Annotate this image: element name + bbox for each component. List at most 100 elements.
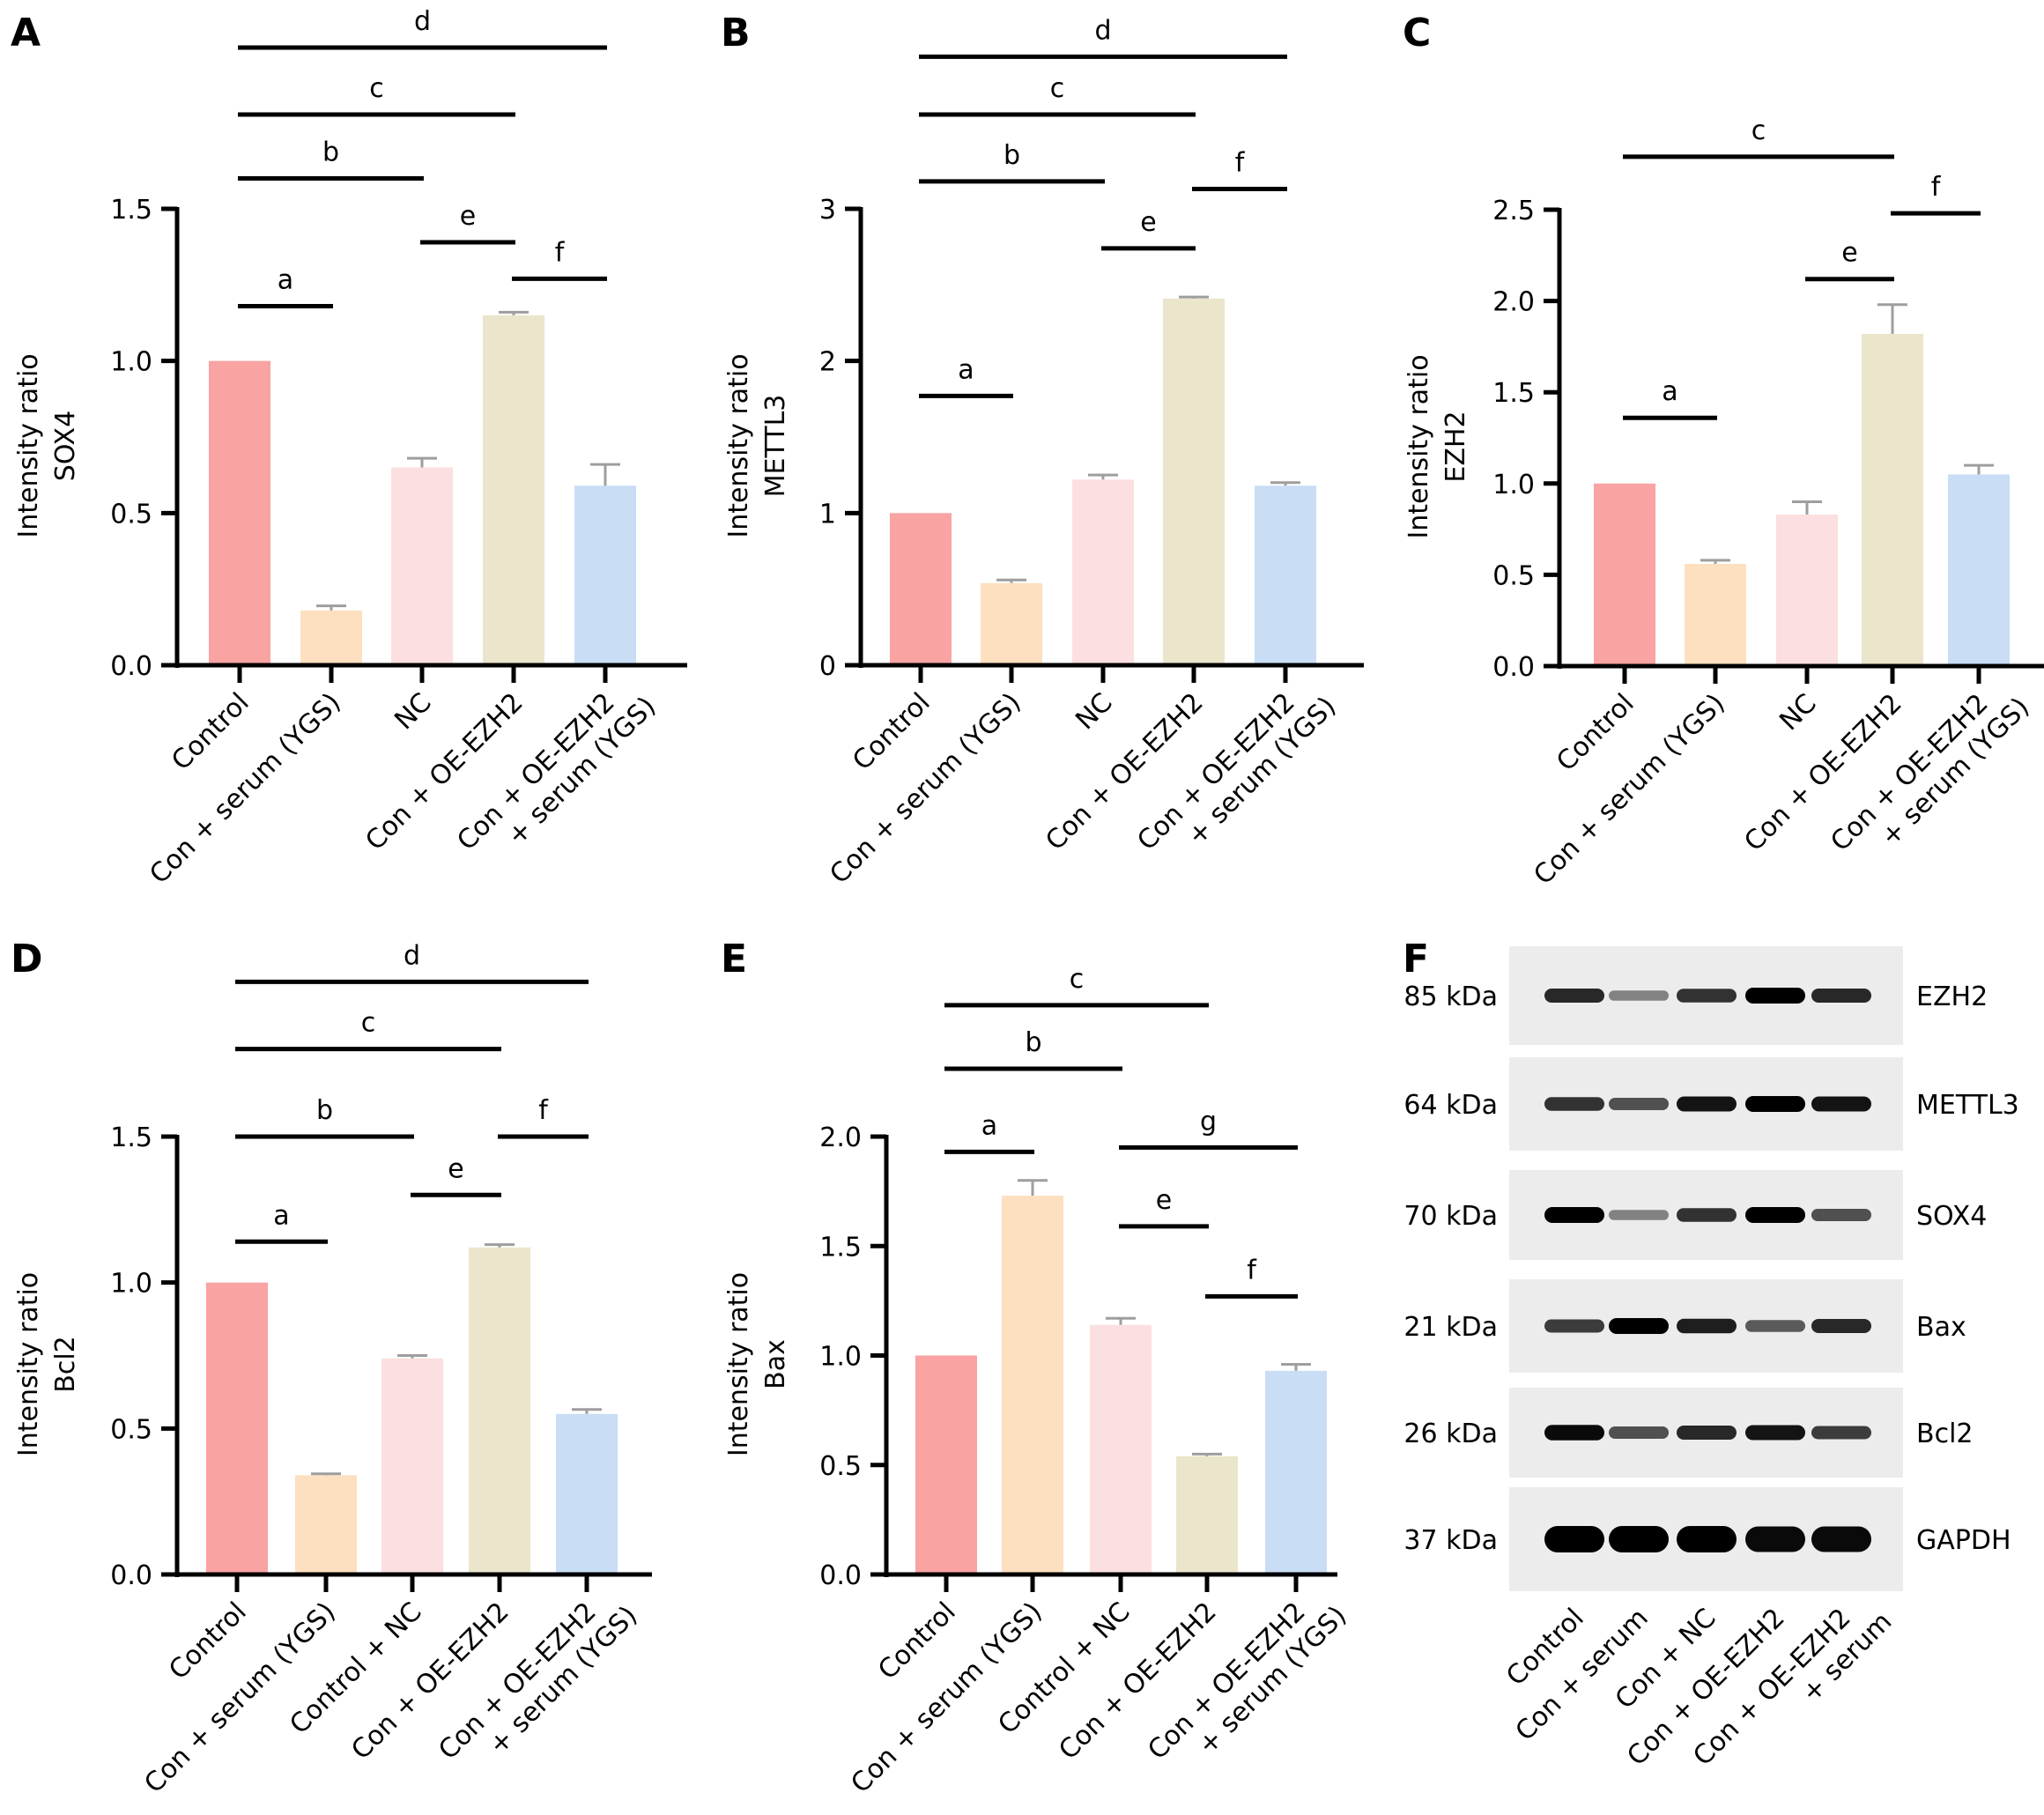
- x-tick-label-line: Control: [872, 1596, 961, 1685]
- significance-letter: f: [1931, 172, 1942, 203]
- x-tick-label-line: NC: [1070, 687, 1118, 736]
- molecular-weight-label: 70 kDa: [1403, 1201, 1498, 1232]
- blot-band: [1609, 990, 1669, 1001]
- protein-label: EZH2: [1916, 982, 1988, 1012]
- significance-letter: c: [1050, 73, 1065, 104]
- x-tick-label: Control: [166, 687, 255, 776]
- y-tick-label: 0.5: [1492, 560, 1535, 591]
- blot-band: [1811, 989, 1871, 1003]
- x-tick-label-line: NC: [389, 687, 437, 736]
- y-tick-label: 2: [819, 347, 836, 378]
- blot-band: [1745, 1207, 1805, 1223]
- x-tick-label: Con + OE-EZH2+ serum (YGS): [1142, 1578, 1352, 1789]
- bar: [469, 1247, 530, 1574]
- y-tick-label: 0: [819, 651, 836, 682]
- bar: [381, 1358, 443, 1574]
- bar: [1948, 474, 2010, 666]
- significance-letter: e: [460, 201, 476, 232]
- y-axis-title: Intensity ratio: [723, 353, 754, 537]
- x-tick-label-line: NC: [1774, 688, 1822, 737]
- significance-letter: d: [404, 940, 420, 971]
- significance-letter: e: [1841, 238, 1857, 269]
- x-tick-label-line: Control: [163, 1596, 252, 1685]
- blot-band: [1745, 1320, 1805, 1332]
- blot-band: [1544, 1425, 1604, 1441]
- significance-letter: g: [1200, 1106, 1217, 1137]
- blot-band: [1544, 1319, 1604, 1333]
- protein-label: METTL3: [1916, 1090, 2019, 1121]
- panel-letter: C: [1403, 11, 1431, 56]
- significance-letter: a: [278, 265, 293, 296]
- blot-band: [1677, 1096, 1737, 1112]
- y-tick-label: 0.0: [110, 651, 152, 682]
- blot-band: [1677, 1208, 1737, 1222]
- panel-letter: B: [721, 11, 751, 56]
- x-tick-label: Control: [1551, 688, 1640, 777]
- significance-letter: f: [1235, 148, 1246, 179]
- protein-label: Bcl2: [1916, 1419, 1974, 1449]
- significance-letter: b: [322, 137, 339, 167]
- y-tick-label: 0.0: [110, 1560, 152, 1591]
- y-axis-title: Intensity ratio: [1403, 354, 1434, 538]
- bar: [295, 1475, 357, 1574]
- bar: [981, 582, 1042, 665]
- panel-e: E 0.0 0.5 1.0 1.5 2.0 Intensity ratio Bax Contro…: [721, 937, 1352, 1799]
- blot-band: [1811, 1526, 1871, 1552]
- molecular-weight-label: 26 kDa: [1403, 1419, 1498, 1449]
- y-tick-label: 0.5: [110, 499, 152, 530]
- bar: [209, 360, 270, 665]
- y-axis-title: SOX4: [50, 411, 81, 481]
- panel-f: F85 kDa EZH2 64 kDa METTL3 70 kDa SOX4 21 kDa B…: [1403, 937, 2019, 1772]
- x-tick-label: Con + OE-EZH2+ serum (YGS): [1131, 669, 1342, 879]
- x-tick-label: Con + OE-EZH2+ serum (YGS): [433, 1578, 643, 1789]
- significance-letter: b: [1003, 140, 1020, 171]
- y-axis-title: EZH2: [1440, 411, 1471, 482]
- blot-band: [1609, 1098, 1669, 1110]
- x-tick-label: NC: [1774, 688, 1822, 737]
- y-tick-label: 0.0: [1492, 652, 1535, 683]
- y-tick-label: 1.0: [110, 347, 152, 378]
- y-tick-label: 1.0: [819, 1342, 862, 1373]
- bar: [391, 467, 453, 665]
- panel-d: D 0.0 0.5 1.0 1.5 Intensity ratio Bcl2 Control C…: [11, 937, 652, 1799]
- y-tick-label: 1.0: [110, 1269, 152, 1300]
- blot-band: [1811, 1209, 1871, 1221]
- protein-label: Bax: [1916, 1312, 1966, 1343]
- significance-letter: e: [1156, 1185, 1172, 1216]
- significance-letter: a: [273, 1200, 289, 1231]
- y-axis-title: Intensity ratio: [13, 1272, 44, 1456]
- panel-letter: E: [721, 937, 747, 982]
- blot-band: [1609, 1318, 1669, 1334]
- bar: [556, 1413, 618, 1574]
- protein-label: GAPDH: [1916, 1525, 2011, 1556]
- panel-a: A 0.0 0.5 1.0 1.5 Intensity ratio SOX4 Control C…: [11, 6, 687, 890]
- bar: [890, 513, 952, 665]
- blot-band: [1544, 1097, 1604, 1111]
- panel-letter: D: [11, 937, 43, 982]
- blot-band: [1609, 1526, 1669, 1552]
- significance-letter: f: [555, 237, 566, 268]
- bar: [1776, 515, 1838, 666]
- molecular-weight-label: 37 kDa: [1403, 1525, 1498, 1556]
- blot-band: [1745, 988, 1805, 1004]
- significance-letter: b: [316, 1095, 333, 1126]
- y-tick-label: 1.5: [110, 195, 152, 226]
- bar: [1002, 1196, 1063, 1574]
- y-tick-label: 0.5: [110, 1414, 152, 1445]
- blot-band: [1544, 1207, 1604, 1223]
- x-tick-label-line: Control: [1551, 688, 1640, 777]
- y-tick-label: 1.0: [1492, 470, 1535, 500]
- x-tick-label-line: Control: [847, 687, 936, 776]
- blot-band: [1609, 1426, 1669, 1439]
- significance-letter: a: [981, 1110, 997, 1141]
- y-tick-label: 1.5: [1492, 378, 1535, 409]
- x-tick-label: NC: [389, 687, 437, 736]
- y-tick-label: 0.0: [819, 1560, 862, 1591]
- blot-band: [1811, 1319, 1871, 1333]
- significance-letter: c: [361, 1008, 376, 1039]
- blot-band: [1811, 1096, 1871, 1112]
- x-tick-label: Control: [163, 1596, 252, 1685]
- blot-band: [1677, 989, 1737, 1003]
- significance-letter: f: [1247, 1255, 1257, 1285]
